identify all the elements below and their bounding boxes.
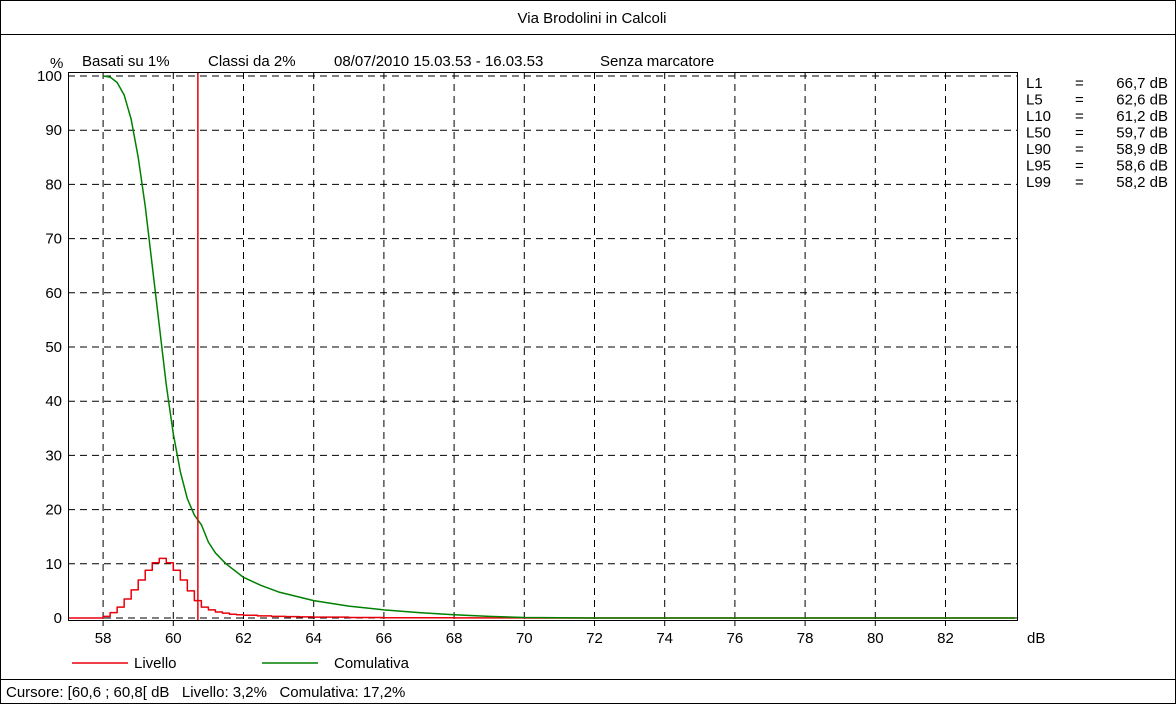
percentile-label-l99: L99: [1026, 174, 1051, 191]
plot-frame: [68, 72, 1018, 621]
x-axis-unit: dB: [1027, 630, 1045, 647]
percentile-value-l99: 58,2 dB: [1116, 174, 1168, 191]
y-tick-label-80: 80: [45, 176, 62, 193]
y-tick-label-90: 90: [45, 122, 62, 139]
header-classes: Classi da 2%: [208, 53, 296, 70]
percentile-value-l5: 62,6 dB: [1116, 92, 1168, 109]
chart-title: Via Brodolini in Calcoli: [518, 10, 667, 27]
x-tick-label-58: 58: [95, 630, 112, 647]
y-tick-label-100: 100: [37, 68, 62, 85]
y-tick-label-20: 20: [45, 502, 62, 519]
y-tick-label-30: 30: [45, 447, 62, 464]
legend-label-comulativa: Comulativa: [334, 655, 410, 672]
y-tick-label-0: 0: [54, 610, 62, 627]
x-tick-label-74: 74: [656, 630, 673, 647]
x-tick-label-70: 70: [516, 630, 533, 647]
percentile-eq: =: [1075, 141, 1084, 158]
percentile-label-l1: L1: [1026, 75, 1043, 92]
x-tick-label-68: 68: [446, 630, 463, 647]
percentile-eq: =: [1075, 174, 1084, 191]
y-tick-label-10: 10: [45, 556, 62, 573]
x-tick-label-78: 78: [797, 630, 814, 647]
percentile-label-l95: L95: [1026, 158, 1051, 175]
percentile-value-l10: 61,2 dB: [1116, 108, 1168, 125]
legend: Livello Comulativa: [72, 655, 410, 672]
header-marker: Senza marcatore: [600, 53, 714, 70]
percentile-label-l5: L5: [1026, 92, 1043, 109]
percentile-value-l50: 59,7 dB: [1116, 125, 1168, 142]
cursor-status: Cursore: [60,6 ; 60,8[ dB Livello: 3,2% …: [6, 684, 405, 701]
percentile-eq: =: [1075, 158, 1084, 175]
x-tick-label-62: 62: [235, 630, 252, 647]
grid: [68, 72, 1017, 626]
y-tick-label-60: 60: [45, 285, 62, 302]
x-tick-label-80: 80: [867, 630, 884, 647]
percentile-value-l1: 66,7 dB: [1116, 75, 1168, 92]
x-tick-label-64: 64: [305, 630, 322, 647]
x-tick-label-60: 60: [165, 630, 182, 647]
series-layer: [68, 75, 1016, 619]
y-tick-labels: 0 10 20 30 40 50 60 70 80 90 100: [37, 68, 62, 627]
percentile-eq: =: [1075, 75, 1084, 92]
percentile-eq: =: [1075, 108, 1084, 125]
y-unit-label: %: [50, 55, 63, 72]
y-tick-label-40: 40: [45, 393, 62, 410]
header-period: 08/07/2010 15.03.53 - 16.03.53: [334, 53, 543, 70]
percentile-eq: =: [1075, 92, 1084, 109]
x-tick-label-82: 82: [937, 630, 954, 647]
x-tick-label-76: 76: [727, 630, 744, 647]
legend-label-livello: Livello: [134, 655, 177, 672]
percentile-label-l10: L10: [1026, 108, 1051, 125]
percentile-label-l90: L90: [1026, 141, 1051, 158]
percentile-eq: =: [1075, 125, 1084, 142]
x-tick-label-66: 66: [376, 630, 393, 647]
header-basis: Basati su 1%: [82, 53, 170, 70]
y-tick-label-50: 50: [45, 339, 62, 356]
percentile-list: L1 = 66,7 dB L5 = 62,6 dB L10 = 61,2 dB L50 = 59,7 …: [1026, 75, 1168, 191]
series-line-comulativa: [102, 75, 1016, 619]
y-tick-label-70: 70: [45, 231, 62, 248]
percentile-value-l95: 58,6 dB: [1116, 158, 1168, 175]
series-line-livello: [68, 557, 1016, 619]
percentile-label-l50: L50: [1026, 125, 1051, 142]
x-tick-label-72: 72: [586, 630, 603, 647]
percentile-value-l90: 58,9 dB: [1116, 141, 1168, 158]
x-tick-labels: 58 60 62 64 66 68 70 72 74 76 78 80 82: [95, 630, 954, 647]
